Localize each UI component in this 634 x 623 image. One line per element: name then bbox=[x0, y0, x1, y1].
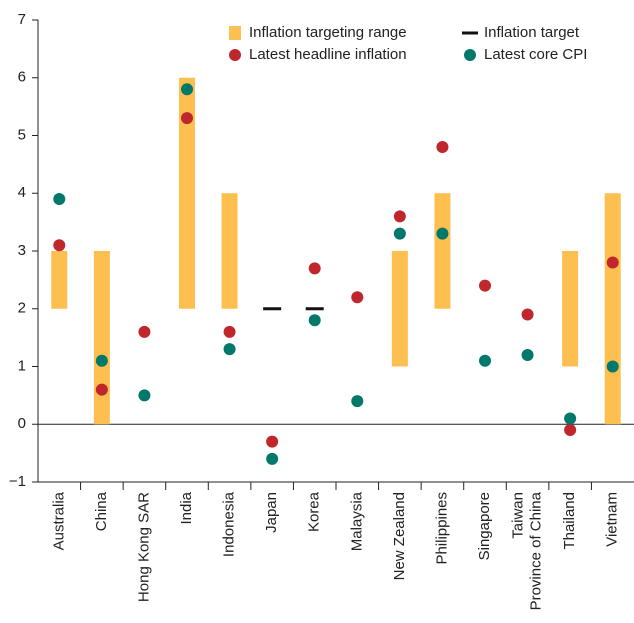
dot bbox=[181, 83, 193, 96]
x-tick-label: Indonesia bbox=[221, 491, 238, 557]
target-range bbox=[391, 251, 408, 367]
x-tick-label-line: Vietnam bbox=[604, 492, 621, 547]
y-tick-label: 5 bbox=[18, 126, 26, 143]
y-tick-label: 7 bbox=[18, 11, 26, 28]
x-tick-label: Singapore bbox=[476, 492, 493, 560]
target-range bbox=[434, 193, 451, 309]
x-tick-label: Thailand bbox=[561, 492, 578, 550]
x-tick-label-line: Indonesia bbox=[221, 491, 238, 557]
dot bbox=[479, 279, 491, 292]
dot bbox=[521, 308, 534, 321]
y-tick-label: 1 bbox=[18, 357, 26, 374]
dot bbox=[393, 227, 406, 240]
dot bbox=[308, 262, 321, 275]
x-tick-label: Philippines bbox=[433, 492, 450, 565]
dot bbox=[95, 383, 108, 396]
x-tick-label: Japan bbox=[263, 492, 280, 533]
dot bbox=[53, 239, 66, 252]
y-tick-label: 6 bbox=[18, 69, 26, 86]
dot bbox=[351, 291, 364, 304]
y-tick-label: 2 bbox=[18, 300, 26, 317]
legend-swatch bbox=[464, 49, 476, 61]
dot bbox=[606, 256, 619, 269]
x-tick-label-line: Malaysia bbox=[348, 491, 365, 551]
x-tick-label-line: Taiwan bbox=[510, 492, 527, 539]
dot bbox=[521, 348, 534, 361]
dot bbox=[564, 424, 577, 437]
legend-swatch bbox=[229, 26, 241, 40]
target-range bbox=[179, 77, 195, 309]
dot bbox=[266, 435, 279, 448]
y-tick-label: 0 bbox=[18, 415, 26, 432]
legend-label: Latest core CPI bbox=[484, 46, 587, 63]
dot bbox=[53, 193, 66, 206]
legend-label: Inflation target bbox=[484, 24, 580, 41]
dot bbox=[223, 343, 236, 356]
dot bbox=[223, 325, 236, 338]
x-tick-label-line: New Zealand bbox=[391, 492, 408, 580]
dot bbox=[479, 354, 491, 367]
x-tick-label-line: China bbox=[93, 491, 110, 531]
x-tick-label-line: Singapore bbox=[476, 492, 493, 560]
x-tick-label-line: Hong Kong SAR bbox=[135, 492, 152, 602]
x-tick-label: TaiwanProvince of China bbox=[510, 491, 545, 610]
x-tick-label-line: India bbox=[178, 491, 195, 524]
target-range bbox=[221, 193, 238, 309]
x-tick-label-line: Japan bbox=[263, 492, 280, 533]
x-tick-label-line: Philippines bbox=[433, 492, 450, 565]
dot bbox=[95, 354, 108, 367]
dot bbox=[138, 325, 151, 338]
dot bbox=[393, 210, 406, 223]
x-tick-label-line: Thailand bbox=[561, 492, 578, 550]
target-range bbox=[604, 193, 621, 425]
x-tick-label: Malaysia bbox=[348, 491, 365, 551]
y-tick-label: 3 bbox=[18, 242, 26, 259]
x-tick-label-line: Australia bbox=[50, 491, 67, 550]
x-tick-label: Vietnam bbox=[604, 492, 621, 547]
x-tick-label: Australia bbox=[50, 491, 67, 550]
x-tick-label-line: Korea bbox=[306, 491, 323, 532]
dot bbox=[181, 112, 193, 125]
dot bbox=[436, 227, 449, 240]
x-tick-label-line: Province of China bbox=[528, 491, 545, 610]
target-range bbox=[93, 251, 110, 425]
dot bbox=[606, 360, 619, 373]
x-tick-label: India bbox=[178, 491, 195, 524]
x-tick-label: China bbox=[93, 491, 110, 531]
legend-swatch bbox=[229, 49, 241, 61]
dot bbox=[308, 314, 321, 327]
y-tick-label: −1 bbox=[9, 473, 26, 490]
target-range bbox=[51, 251, 68, 309]
x-tick-label: Korea bbox=[306, 491, 323, 532]
dot bbox=[436, 141, 449, 154]
x-tick-label: Hong Kong SAR bbox=[135, 492, 152, 602]
dot bbox=[351, 395, 364, 408]
legend-label: Latest headline inflation bbox=[249, 46, 407, 63]
y-tick-label: 4 bbox=[18, 184, 26, 201]
legend-label: Inflation targeting range bbox=[249, 24, 407, 41]
dot bbox=[266, 452, 279, 465]
target-range bbox=[562, 251, 579, 367]
dot bbox=[564, 412, 577, 425]
dot bbox=[138, 389, 151, 402]
x-tick-label: New Zealand bbox=[391, 492, 408, 580]
